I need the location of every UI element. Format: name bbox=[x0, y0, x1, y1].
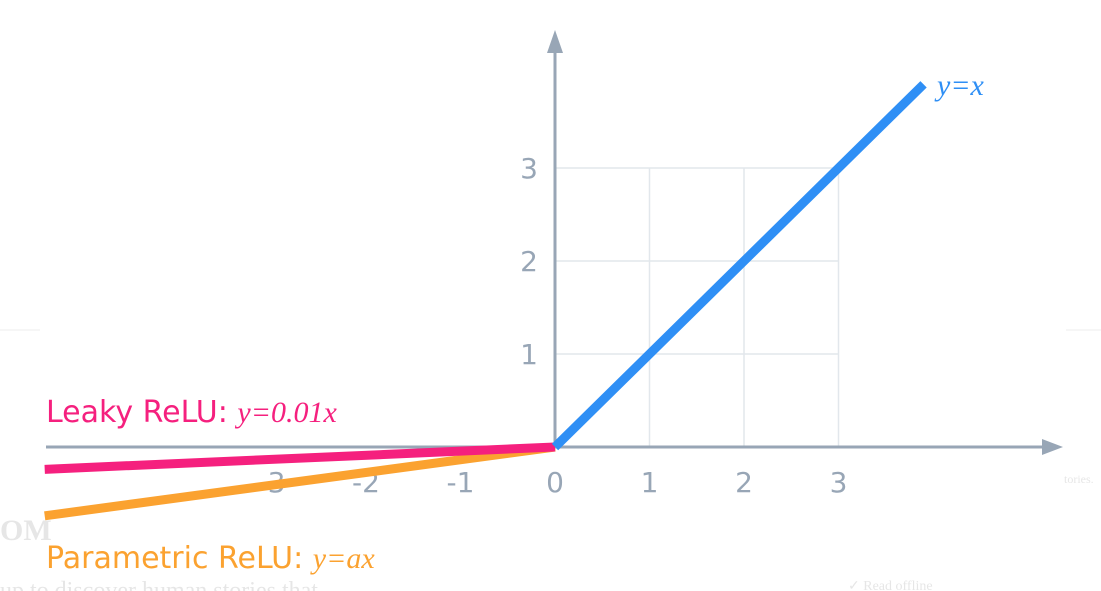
series-label: y=x bbox=[934, 69, 985, 102]
y-axis-arrow bbox=[547, 30, 563, 53]
bg-right-word: tories. bbox=[1064, 472, 1094, 486]
series-label-equation: y=x bbox=[934, 69, 985, 102]
x-tick-label: 2 bbox=[735, 466, 753, 499]
series-label-equation: y=ax bbox=[310, 542, 376, 575]
y-tick-labels: 1 2 3 bbox=[520, 152, 538, 371]
series-labels: y=x Leaky ReLU: y=0.01x Parametric ReLU: y… bbox=[46, 69, 985, 576]
x-tick-label: -1 bbox=[447, 466, 475, 499]
background-fragments: OM up to discover human stories that tor… bbox=[0, 329, 1101, 591]
y-tick-label: 1 bbox=[520, 338, 538, 371]
y-tick-label: 3 bbox=[520, 152, 538, 185]
y-tick-label: 2 bbox=[520, 245, 538, 278]
series-line bbox=[44, 442, 556, 521]
series-label-name: Parametric ReLU: bbox=[46, 541, 313, 576]
x-tick-label: 0 bbox=[546, 466, 564, 499]
x-tick-label: 1 bbox=[641, 466, 659, 499]
series-label: Parametric ReLU: y=ax bbox=[46, 541, 375, 576]
grid-lines bbox=[555, 167, 840, 447]
series-label: Leaky ReLU: y=0.01x bbox=[46, 395, 337, 430]
bg-bottom-text: up to discover human stories that bbox=[0, 578, 318, 591]
x-tick-label: 3 bbox=[830, 466, 848, 499]
series-label-equation: y=0.01x bbox=[234, 396, 337, 429]
series-lines bbox=[44, 81, 927, 521]
series-label-name: Leaky ReLU: bbox=[46, 395, 237, 430]
series-line bbox=[551, 81, 927, 451]
bg-left-word: OM bbox=[0, 514, 52, 547]
bg-offline-text: ✓ Read offline bbox=[848, 579, 933, 591]
x-tick-labels: -3 -2 -1 0 1 2 3 bbox=[258, 466, 848, 499]
series-line bbox=[44, 442, 556, 474]
x-axis-arrow bbox=[1042, 439, 1063, 455]
